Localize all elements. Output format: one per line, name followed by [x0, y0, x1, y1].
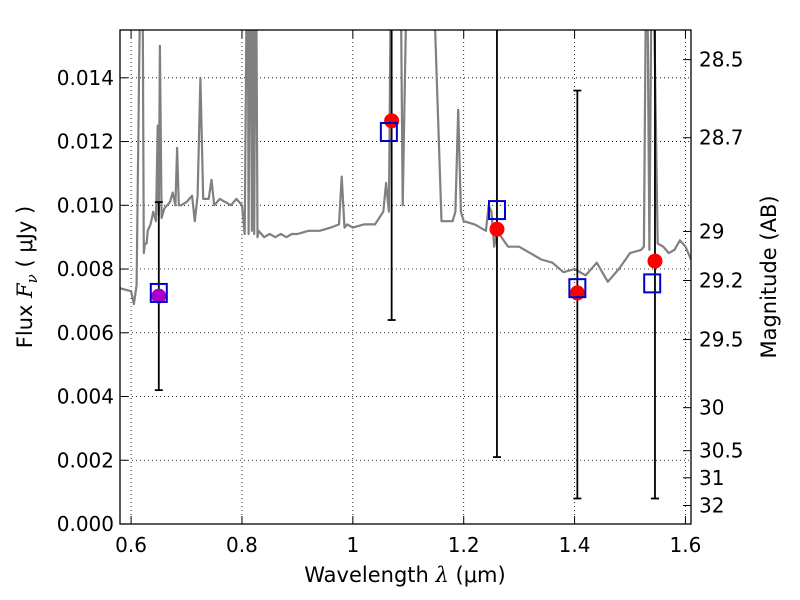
y2-tick-label: 30.5	[699, 439, 744, 463]
y-tick-label: 0.006	[57, 321, 114, 345]
x-tick-label: 1.6	[670, 533, 702, 557]
y2-axis: 28.5 28.7 29 29.2 29.5 30 30.5 31 32	[683, 48, 744, 518]
observed-point	[489, 221, 505, 237]
model-point	[568, 278, 587, 299]
observed-point	[384, 113, 400, 129]
model-point	[487, 200, 506, 221]
y-tick-label: 0.004	[57, 385, 114, 409]
y2-tick-label: 28.5	[699, 48, 744, 72]
x-axis-title: Wavelength λ (μm)	[304, 563, 505, 587]
x-tick-label: 1	[346, 533, 359, 557]
y2-axis-title: Magnitude (AB)	[757, 195, 781, 358]
y2-tick-label: 31	[699, 466, 724, 490]
y-tick-label: 0.008	[57, 257, 114, 281]
x-axis: 0.6 0.8 1 1.2 1.4 1.6	[115, 30, 701, 557]
plot-frame	[119, 29, 692, 525]
y-tick-label: 0.012	[57, 130, 114, 154]
y-tick-label: 0.010	[57, 193, 114, 217]
y-axis: 0.000 0.002 0.004 0.006 0.008 0.010 0.012 0.014	[57, 66, 128, 536]
y2-tick-label: 29	[699, 219, 724, 243]
y2-tick-label: 28.7	[699, 126, 744, 150]
x-tick-label: 1.4	[559, 533, 591, 557]
x-tick-label: 0.6	[115, 533, 147, 557]
observed-point	[151, 288, 167, 304]
y2-tick-label: 29.2	[699, 269, 744, 293]
y-tick-label: 0.000	[57, 512, 114, 536]
y-tick-label: 0.014	[57, 66, 114, 90]
y2-tick-label: 30	[699, 396, 724, 420]
observed-point	[569, 285, 585, 301]
y2-tick-label: 32	[699, 494, 724, 518]
model-point	[149, 282, 168, 303]
y-axis-title: Flux Fν ( μJy )	[13, 206, 41, 348]
plot-area	[120, 30, 691, 500]
model-point	[643, 273, 662, 294]
observed-point	[647, 253, 663, 269]
x-tick-label: 0.8	[226, 533, 258, 557]
x-tick-label: 1.2	[448, 533, 480, 557]
spectrum-line	[120, 30, 691, 306]
y-tick-label: 0.002	[57, 448, 114, 472]
model-point	[379, 121, 398, 142]
y2-tick-label: 29.5	[699, 327, 744, 351]
